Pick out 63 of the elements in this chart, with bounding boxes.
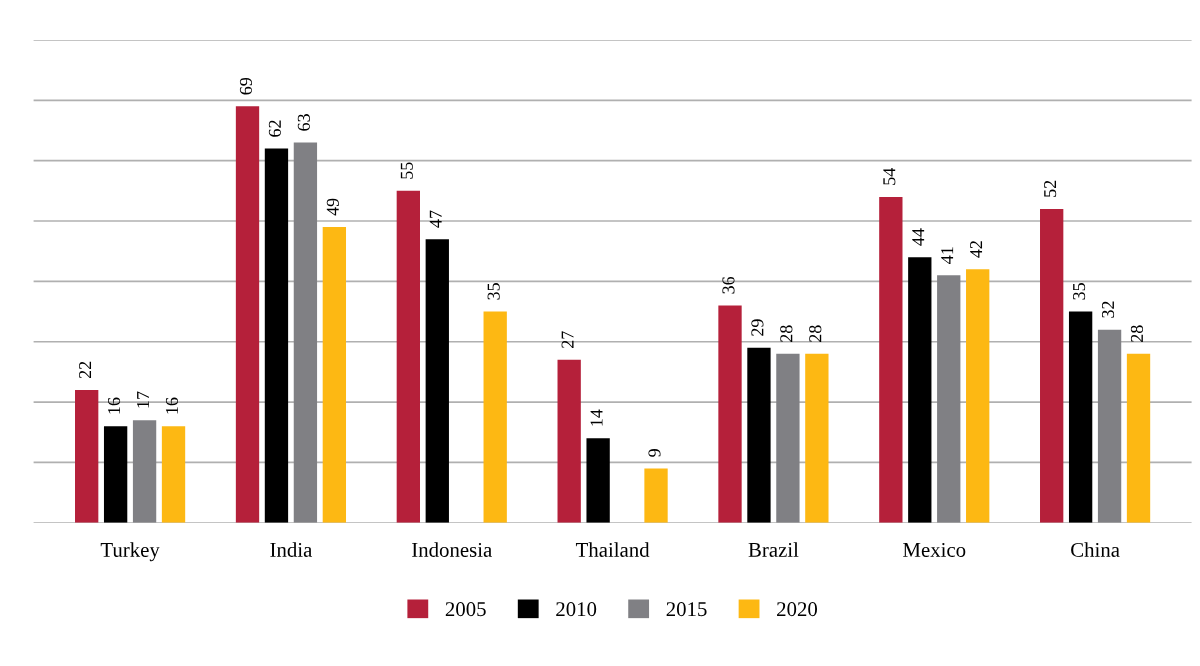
x-tick-label: Turkey — [100, 542, 160, 562]
data-label: 49 — [326, 198, 339, 216]
bar — [1097, 329, 1122, 523]
bar — [937, 275, 961, 523]
data-label: 14 — [590, 409, 603, 426]
bar — [1068, 311, 1093, 523]
bar — [1040, 208, 1064, 523]
bar — [75, 390, 99, 523]
data-label: 54 — [883, 168, 896, 185]
x-tick-label: Brazil — [748, 542, 799, 557]
legend-label: 2010 — [556, 602, 597, 617]
legend-label: 2020 — [777, 602, 818, 617]
x-tick-label: Thailand — [575, 542, 650, 557]
x-tick-label: India — [270, 542, 313, 557]
bar — [747, 347, 771, 523]
data-label: 62 — [268, 120, 281, 137]
data-label: 28 — [1130, 325, 1144, 342]
data-label: 35 — [487, 283, 500, 300]
bar — [776, 353, 800, 523]
x-tick-label: China — [1071, 542, 1120, 557]
data-label: 47 — [429, 210, 442, 228]
data-label: 36 — [722, 276, 735, 294]
bar — [586, 438, 610, 523]
data-label: 42 — [970, 241, 983, 258]
data-label: 35 — [1073, 283, 1086, 300]
bar — [103, 426, 128, 523]
x-tick-label: Mexico — [903, 542, 966, 557]
bar — [322, 227, 347, 523]
data-label: 69 — [239, 77, 253, 95]
bar — [966, 269, 990, 523]
bar — [1126, 353, 1151, 523]
bar — [908, 257, 932, 523]
data-label: 17 — [137, 391, 149, 408]
bar — [644, 468, 668, 523]
data-label: 28 — [780, 325, 793, 342]
data-label: 22 — [79, 361, 92, 379]
bar — [879, 196, 903, 523]
bar — [557, 359, 581, 523]
data-label: 9 — [648, 449, 661, 457]
legend-label: 2015 — [666, 602, 707, 617]
data-label: 16 — [108, 397, 121, 414]
bar — [293, 142, 318, 523]
bar — [161, 426, 186, 523]
data-label: 32 — [1101, 301, 1115, 318]
data-label: 63 — [297, 114, 310, 131]
data-label: 29 — [751, 319, 764, 336]
data-label: 16 — [165, 397, 179, 414]
data-label: 27 — [561, 331, 574, 348]
bar — [264, 148, 289, 523]
data-label: 52 — [1044, 180, 1057, 197]
bar — [805, 353, 829, 523]
bar — [235, 106, 260, 523]
legend-label: 2005 — [445, 602, 486, 617]
data-label: 44 — [912, 228, 925, 246]
bar — [396, 190, 420, 523]
bar — [425, 239, 449, 523]
data-label: 28 — [809, 325, 822, 342]
data-label: 55 — [400, 162, 413, 179]
bar — [483, 311, 507, 523]
bar — [132, 420, 157, 523]
data-label: 41 — [941, 247, 954, 264]
x-tick-label: Indonesia — [412, 542, 492, 557]
bar — [718, 305, 742, 523]
